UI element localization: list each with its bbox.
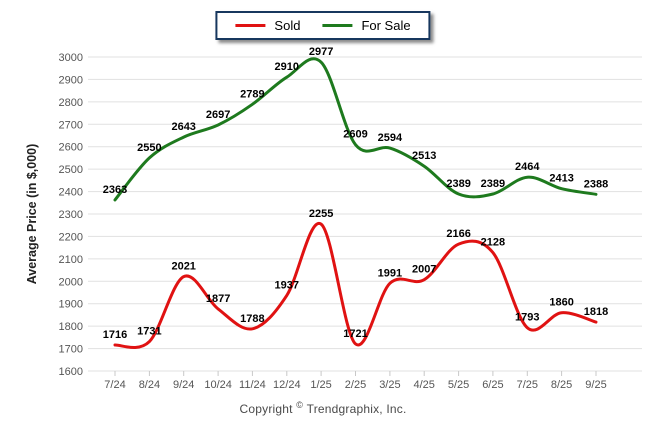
data-labels-for-sale: 2363 2550 2643 2697 2789 2910 2977 2609 2594 2513… xyxy=(103,46,608,196)
data-label: 2643 xyxy=(171,121,195,133)
x-tick-label: 9/25 xyxy=(585,379,606,391)
data-label: 1788 xyxy=(240,313,264,325)
legend-label-sold: Sold xyxy=(274,18,301,33)
data-label: 2007 xyxy=(412,264,436,276)
data-label: 2609 xyxy=(343,129,367,141)
y-tick-label: 2600 xyxy=(59,142,83,154)
data-label: 1877 xyxy=(206,293,230,305)
x-tick-label: 12/24 xyxy=(273,379,301,391)
series-line-sold xyxy=(113,222,598,350)
data-label: 2363 xyxy=(103,184,127,196)
x-tick-label: 1/25 xyxy=(310,379,331,391)
x-tick-label: 2/25 xyxy=(345,379,366,391)
series-line-for-sale xyxy=(113,57,598,202)
x-tick-label: 6/25 xyxy=(482,379,503,391)
data-label: 2594 xyxy=(378,132,403,144)
data-label: 1860 xyxy=(549,297,573,309)
data-label: 2388 xyxy=(584,178,608,190)
x-axis: 7/24 8/24 9/24 10/24 11/24 12/24 1/25 2/25 3/25 4… xyxy=(104,371,607,391)
data-label: 1721 xyxy=(343,328,367,340)
x-tick-label: 5/25 xyxy=(448,379,469,391)
y-tick-label: 3000 xyxy=(59,52,83,64)
x-tick-label: 8/24 xyxy=(139,379,160,391)
x-tick-label: 7/25 xyxy=(517,379,538,391)
y-tick-label: 2100 xyxy=(59,254,83,266)
data-label: 2255 xyxy=(309,208,333,220)
data-label: 2389 xyxy=(446,178,470,190)
x-tick-label: 8/25 xyxy=(551,379,572,391)
copyright: Copyright © Trendgraphix, Inc. xyxy=(0,400,646,416)
x-tick-label: 10/24 xyxy=(204,379,232,391)
data-label: 2789 xyxy=(240,88,264,100)
copyright-prefix: Copyright xyxy=(239,402,293,416)
y-tick-label: 1900 xyxy=(59,299,83,311)
data-label: 1991 xyxy=(378,267,402,279)
data-label: 1716 xyxy=(103,329,127,341)
copyright-symbol-icon: © xyxy=(296,400,304,410)
copyright-company: Trendgraphix, Inc. xyxy=(306,402,407,416)
y-tick-label: 2300 xyxy=(59,209,83,221)
y-tick-label: 2400 xyxy=(59,187,83,199)
data-label: 2389 xyxy=(481,178,505,190)
y-tick-label: 2200 xyxy=(59,231,83,243)
x-tick-label: 9/24 xyxy=(173,379,194,391)
for-sale-line-swatch-icon xyxy=(322,24,353,27)
data-label: 1818 xyxy=(584,306,608,318)
data-label: 2413 xyxy=(549,173,573,185)
y-tick-label: 2800 xyxy=(59,97,83,109)
y-tick-label: 2900 xyxy=(59,74,83,86)
data-label: 2910 xyxy=(275,61,299,73)
sold-line-swatch-icon xyxy=(235,24,266,27)
y-tick-label: 2500 xyxy=(59,164,83,176)
data-label: 2977 xyxy=(309,46,333,58)
data-labels-sold: 1716 1731 2021 1877 1788 1937 2255 1721 1991 2007… xyxy=(103,208,608,341)
x-tick-label: 3/25 xyxy=(379,379,400,391)
legend-item-sold: Sold xyxy=(235,18,300,33)
y-tick-label: 1700 xyxy=(59,344,83,356)
data-label: 1793 xyxy=(515,312,539,324)
y-tick-label: 2000 xyxy=(59,276,83,288)
data-label: 2021 xyxy=(171,261,195,273)
y-axis-title: Average Price (in $,000) xyxy=(25,144,39,285)
data-label: 1731 xyxy=(137,326,161,338)
legend: Sold For Sale xyxy=(215,11,431,40)
y-axis-labels: 1600 1700 1800 1900 2000 2100 2200 2300 2400 2500… xyxy=(59,52,83,378)
data-label: 2697 xyxy=(206,109,230,121)
gridlines xyxy=(88,56,642,372)
data-label: 2550 xyxy=(137,142,161,154)
y-tick-label: 1800 xyxy=(59,321,83,333)
legend-label-for-sale: For Sale xyxy=(361,18,411,33)
x-tick-label: 4/25 xyxy=(413,379,434,391)
y-tick-label: 2700 xyxy=(59,119,83,131)
x-tick-label: 11/24 xyxy=(239,379,266,391)
data-label: 2128 xyxy=(481,237,505,249)
legend-item-for-sale: For Sale xyxy=(322,18,411,33)
data-label: 1937 xyxy=(275,279,299,291)
data-label: 2464 xyxy=(515,161,540,173)
data-label: 2166 xyxy=(446,228,470,240)
data-label: 2513 xyxy=(412,150,436,162)
y-tick-label: 1600 xyxy=(59,366,83,378)
x-tick-label: 7/24 xyxy=(104,379,125,391)
